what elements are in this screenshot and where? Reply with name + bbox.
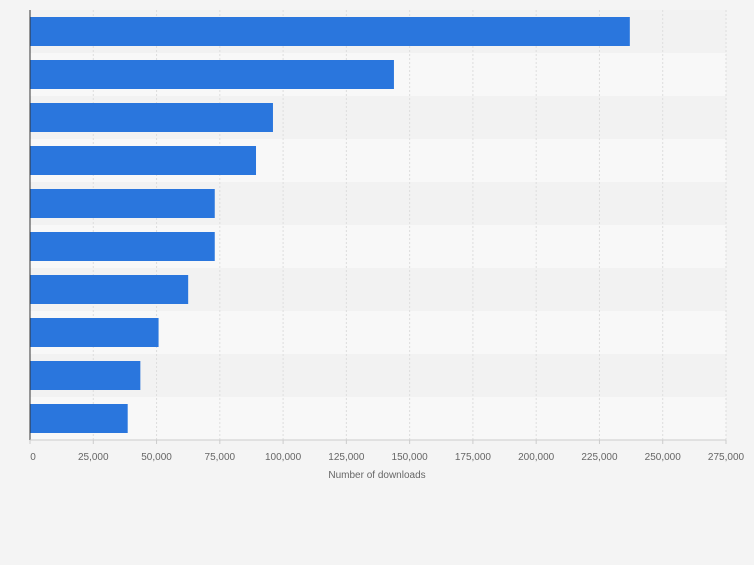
x-tick-label: 75,000 bbox=[205, 452, 236, 463]
axes bbox=[29, 10, 727, 444]
bars bbox=[30, 17, 630, 433]
bar bbox=[30, 361, 141, 390]
x-tick-label: 175,000 bbox=[455, 452, 492, 463]
row-band bbox=[30, 397, 726, 440]
bar bbox=[30, 275, 189, 304]
row-band bbox=[30, 354, 726, 397]
x-axis-title: Number of downloads bbox=[328, 470, 425, 481]
bar bbox=[30, 189, 215, 218]
x-tick-label: 0 bbox=[30, 452, 36, 463]
bar bbox=[30, 103, 273, 132]
bar bbox=[30, 404, 128, 433]
bar bbox=[30, 17, 630, 46]
x-tick-labels: 0 25,000 50,000 75,000 100,000 125,000 150,000… bbox=[30, 452, 744, 463]
bar bbox=[30, 60, 394, 89]
x-tick-label: 225,000 bbox=[581, 452, 618, 463]
bar bbox=[30, 232, 215, 261]
x-tick-label: 100,000 bbox=[265, 452, 302, 463]
bar bbox=[30, 146, 257, 175]
x-tick-label: 25,000 bbox=[78, 452, 109, 463]
x-tick-label: 250,000 bbox=[645, 452, 682, 463]
x-tick-label: 200,000 bbox=[518, 452, 555, 463]
x-tick-label: 50,000 bbox=[141, 452, 172, 463]
x-tick-label: 125,000 bbox=[328, 452, 365, 463]
x-tick-label: 275,000 bbox=[708, 452, 745, 463]
bar bbox=[30, 318, 159, 347]
x-tick-label: 150,000 bbox=[392, 452, 429, 463]
